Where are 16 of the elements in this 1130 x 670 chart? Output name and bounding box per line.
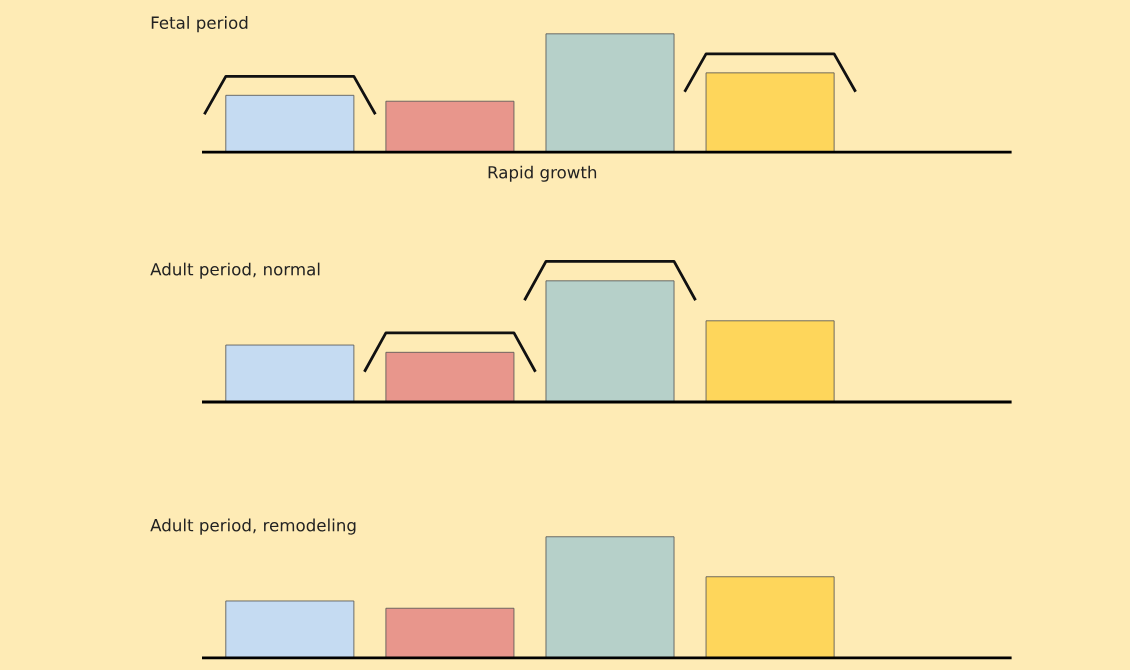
bar bbox=[385, 100, 515, 153]
bar bbox=[545, 536, 675, 658]
bar bbox=[225, 344, 355, 402]
text: Rapid growth bbox=[488, 165, 597, 182]
chart-title: Fetal period bbox=[151, 16, 248, 33]
bar bbox=[225, 600, 355, 658]
bar bbox=[225, 94, 355, 153]
bar bbox=[545, 33, 675, 153]
bar bbox=[385, 607, 515, 658]
bar bbox=[385, 351, 515, 402]
chart-title: Adult period, normal bbox=[150, 262, 320, 279]
bar bbox=[705, 72, 835, 153]
bar bbox=[705, 320, 835, 402]
bar bbox=[705, 576, 835, 658]
chart-title: Adult period, remodeling bbox=[150, 518, 356, 535]
bar bbox=[545, 280, 675, 402]
